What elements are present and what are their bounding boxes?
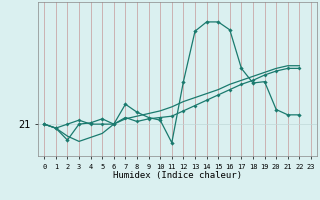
X-axis label: Humidex (Indice chaleur): Humidex (Indice chaleur): [113, 171, 242, 180]
